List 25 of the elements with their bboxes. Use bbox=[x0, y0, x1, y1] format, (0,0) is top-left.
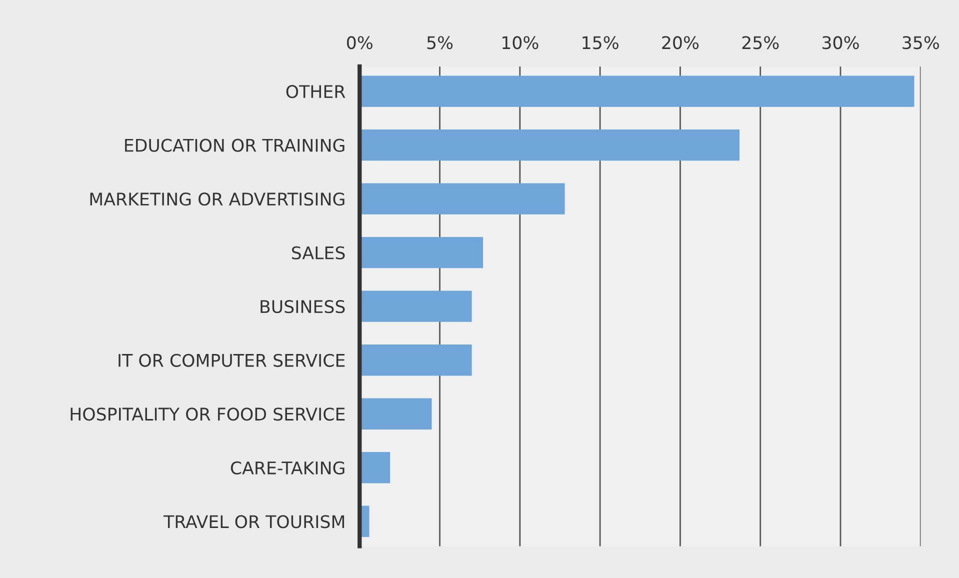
y-tick-label: CARE-TAKING bbox=[230, 461, 344, 474]
y-tick-label: MARKETING OR ADVERTISING bbox=[90, 192, 344, 206]
x-tick-label: 35% bbox=[902, 36, 939, 50]
bar bbox=[360, 290, 472, 322]
bar bbox=[360, 183, 565, 214]
x-tick-label: 25% bbox=[742, 36, 779, 50]
y-tick-label: SALES bbox=[292, 246, 345, 260]
x-tick-label: 0% bbox=[347, 36, 372, 50]
y-tick-label: TRAVEL OR TOURISM bbox=[163, 515, 344, 528]
y-tick-label: OTHER bbox=[286, 85, 346, 98]
y-tick-label: HOSPITALITY OR FOOD SERVICE bbox=[70, 408, 345, 421]
x-tick-label: 30% bbox=[822, 36, 859, 50]
y-tick-label: EDUCATION OR TRAINING bbox=[125, 138, 344, 152]
y-tick-label: BUSINESS bbox=[260, 300, 345, 314]
bar bbox=[360, 129, 740, 161]
bar bbox=[360, 344, 472, 376]
bar bbox=[360, 76, 914, 107]
bar bbox=[360, 236, 484, 268]
x-tick-label: 5% bbox=[427, 36, 453, 50]
bar bbox=[360, 452, 390, 484]
x-tick-label: 10% bbox=[502, 36, 538, 50]
x-tick-label: 15% bbox=[582, 36, 618, 50]
y-tick-label: IT OR COMPUTER SERVICE bbox=[118, 354, 345, 367]
x-tick-label: 20% bbox=[662, 36, 699, 50]
bar bbox=[360, 398, 432, 430]
